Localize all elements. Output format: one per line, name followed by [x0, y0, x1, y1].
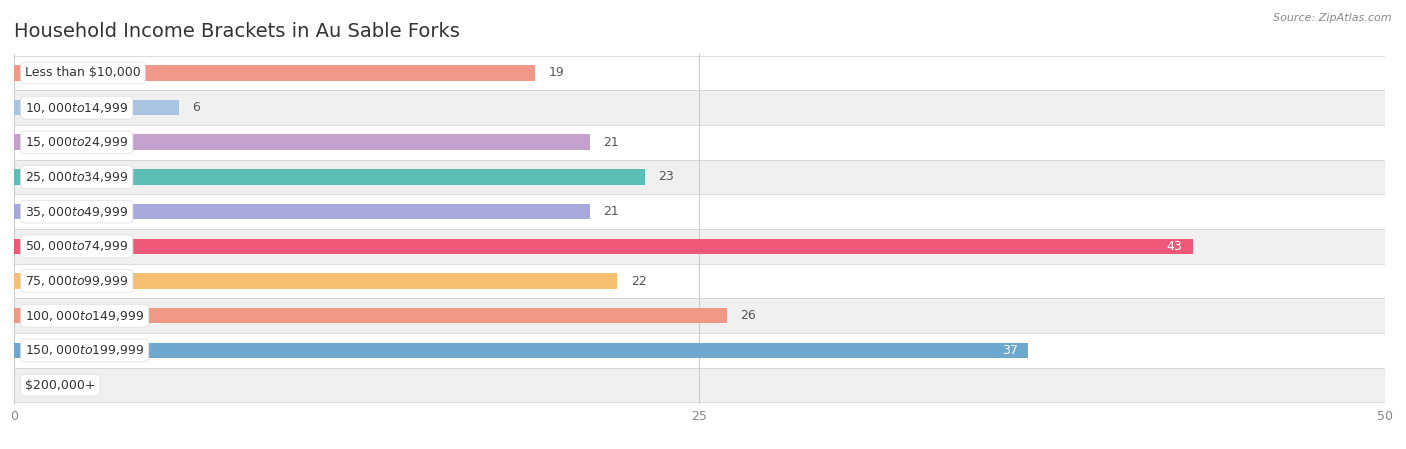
- Bar: [14, 56, 1385, 90]
- Bar: [14, 125, 1385, 160]
- Text: 37: 37: [1001, 344, 1018, 357]
- Text: 19: 19: [548, 66, 564, 79]
- Bar: [14, 368, 1385, 402]
- Text: $50,000 to $74,999: $50,000 to $74,999: [25, 239, 128, 253]
- Bar: [14, 238, 1192, 254]
- Bar: [14, 333, 1385, 368]
- Bar: [14, 204, 591, 220]
- Text: $100,000 to $149,999: $100,000 to $149,999: [25, 308, 145, 323]
- Text: 6: 6: [193, 101, 200, 114]
- Bar: [14, 343, 1029, 358]
- Bar: [14, 308, 727, 323]
- Bar: [14, 90, 1385, 125]
- Bar: [14, 194, 1385, 229]
- Text: 43: 43: [1166, 240, 1182, 253]
- Bar: [14, 298, 1385, 333]
- Text: Less than $10,000: Less than $10,000: [25, 66, 141, 79]
- Text: 21: 21: [603, 136, 619, 149]
- Text: Household Income Brackets in Au Sable Forks: Household Income Brackets in Au Sable Fo…: [14, 22, 460, 41]
- Text: 22: 22: [631, 274, 647, 287]
- Bar: [14, 65, 534, 81]
- Text: 23: 23: [658, 171, 673, 184]
- Text: $75,000 to $99,999: $75,000 to $99,999: [25, 274, 128, 288]
- Bar: [14, 100, 179, 115]
- Text: $200,000+: $200,000+: [25, 379, 96, 392]
- Text: Source: ZipAtlas.com: Source: ZipAtlas.com: [1274, 13, 1392, 23]
- Text: $150,000 to $199,999: $150,000 to $199,999: [25, 343, 145, 357]
- Bar: [14, 273, 617, 289]
- Text: $10,000 to $14,999: $10,000 to $14,999: [25, 101, 128, 114]
- Text: $25,000 to $34,999: $25,000 to $34,999: [25, 170, 128, 184]
- Text: 26: 26: [741, 309, 756, 322]
- Bar: [14, 229, 1385, 264]
- Text: 0: 0: [28, 379, 35, 392]
- Bar: [14, 160, 1385, 194]
- Bar: [14, 135, 591, 150]
- Text: 21: 21: [603, 205, 619, 218]
- Text: $35,000 to $49,999: $35,000 to $49,999: [25, 205, 128, 219]
- Bar: [14, 264, 1385, 298]
- Bar: [14, 169, 644, 185]
- Text: $15,000 to $24,999: $15,000 to $24,999: [25, 135, 128, 150]
